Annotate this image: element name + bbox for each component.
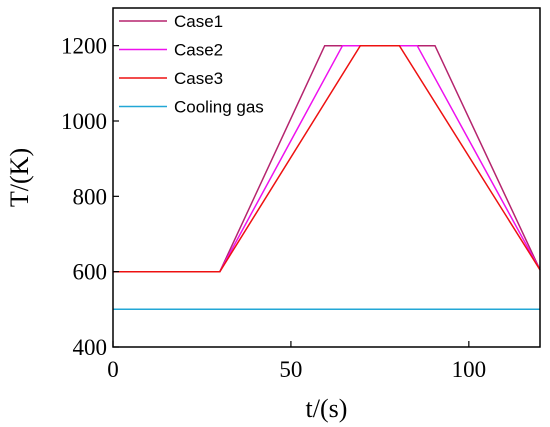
series-layer	[113, 44, 541, 311]
y-tick-label: 400	[73, 335, 108, 360]
legend-label: Case2	[174, 41, 223, 60]
x-axis-label: t/(s)	[306, 394, 348, 423]
series-line-3	[113, 44, 541, 273]
x-tick-label: 100	[452, 357, 487, 382]
x-tick-label: 50	[279, 357, 302, 382]
plot-frame	[112, 7, 541, 348]
legend-item: Case1	[119, 12, 223, 31]
y-axis-label: T/(K)	[5, 148, 34, 207]
legend: Case1 Case2 Case3 Cooling gas	[119, 12, 264, 117]
x-tick-label: 0	[107, 357, 119, 382]
legend-item: Case2	[119, 41, 223, 60]
y-tick-label: 1000	[61, 109, 107, 134]
legend-label: Cooling gas	[174, 98, 264, 117]
y-tick-label: 800	[73, 184, 108, 209]
legend-item: Cooling gas	[119, 98, 264, 117]
legend-item: Case3	[119, 69, 223, 88]
y-tick-label: 1200	[61, 34, 107, 59]
y-tick-label: 600	[73, 260, 108, 285]
legend-label: Case1	[174, 12, 223, 31]
legend-label: Case3	[174, 69, 223, 88]
ticks-layer: 0 50 100 400 600 800 1000 1200	[61, 34, 486, 382]
